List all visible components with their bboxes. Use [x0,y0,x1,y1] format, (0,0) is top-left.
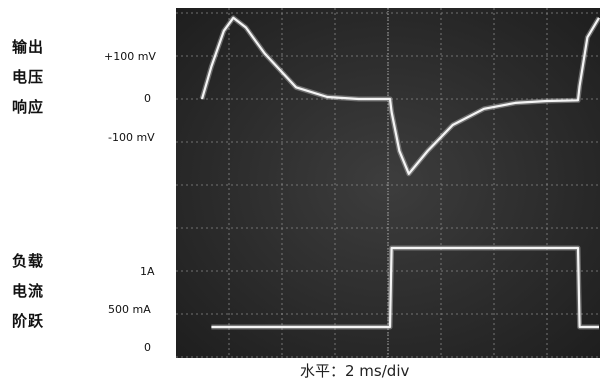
ytick-0-voltage: 0 [144,92,151,105]
voltage-channel-label: 输出 电压 响应 [12,32,44,122]
voltage-label-line-3: 响应 [12,98,45,116]
current-label-line-2: 电流 [12,282,45,300]
voltage-label-line-1: 输出 [12,38,45,56]
voltage-label-line-2: 电压 [12,68,45,86]
ytick-minus-100mv: -100 mV [108,131,155,144]
scope-traces [199,15,600,330]
current-label-line-3: 阶跃 [12,312,45,330]
ytick-500ma: 500 mA [108,303,151,316]
current-trace [211,246,599,329]
current-label-line-1: 负载 [12,252,45,270]
scope-grid [176,8,600,358]
ytick-plus-100mv: +100 mV [104,50,156,63]
current-channel-label: 负载 电流 阶跃 [12,246,44,336]
ytick-0-current: 0 [144,341,151,354]
horizontal-scale-caption: 水平：2 ms/div [300,362,410,380]
ytick-1a: 1A [140,265,155,278]
voltage-trace [200,16,600,175]
